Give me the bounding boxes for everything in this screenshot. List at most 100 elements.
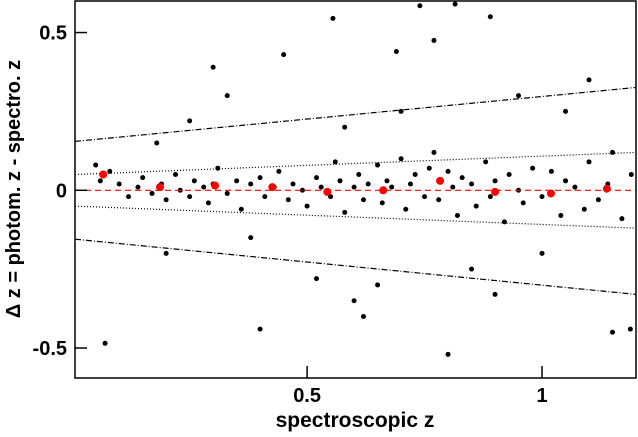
reference-line xyxy=(74,205,637,229)
data-point xyxy=(431,149,437,155)
data-point xyxy=(290,181,296,187)
reference-line xyxy=(74,151,637,176)
data-point xyxy=(530,165,536,171)
data-point xyxy=(163,197,169,203)
data-point xyxy=(445,168,451,174)
data-point xyxy=(224,93,230,99)
data-point xyxy=(586,159,592,165)
data-point xyxy=(398,156,404,162)
data-point xyxy=(351,184,357,190)
data-point xyxy=(140,175,146,181)
data-point xyxy=(539,250,545,256)
data-point xyxy=(491,187,500,196)
data-point xyxy=(116,181,122,187)
data-point xyxy=(563,108,569,114)
y-tick-label: 0 xyxy=(56,180,67,202)
data-point xyxy=(276,168,282,174)
data-point xyxy=(99,170,108,179)
data-point xyxy=(314,175,320,181)
data-point xyxy=(285,197,291,203)
data-point xyxy=(627,326,633,332)
data-point xyxy=(595,197,601,203)
data-point xyxy=(389,184,395,190)
data-point xyxy=(187,194,193,200)
data-point xyxy=(379,186,388,195)
data-point xyxy=(487,14,493,20)
data-point xyxy=(191,178,197,184)
data-point xyxy=(619,216,625,222)
data-point xyxy=(248,181,254,187)
data-point xyxy=(628,172,634,178)
x-tick-label: 0.5 xyxy=(293,385,321,407)
data-point xyxy=(558,213,564,219)
data-point xyxy=(224,190,230,196)
data-point xyxy=(262,194,268,200)
data-point xyxy=(337,178,343,184)
data-point xyxy=(506,172,512,178)
data-point xyxy=(426,165,432,171)
data-point xyxy=(610,329,616,335)
y-axis-label: Δ z = photom. z - spectro. z xyxy=(3,60,25,318)
data-point xyxy=(454,213,460,219)
data-point xyxy=(332,159,338,165)
data-point xyxy=(548,168,554,174)
data-point xyxy=(393,48,399,54)
data-point xyxy=(487,194,493,200)
reference-line xyxy=(74,238,637,295)
data-point xyxy=(330,15,336,21)
data-point xyxy=(351,298,357,304)
data-point xyxy=(412,172,418,178)
data-point xyxy=(417,3,423,9)
data-point xyxy=(610,149,616,155)
data-point xyxy=(365,181,371,187)
data-point xyxy=(581,206,587,212)
data-point xyxy=(342,209,348,215)
data-point xyxy=(459,175,465,181)
data-point xyxy=(384,178,390,184)
data-point xyxy=(469,181,475,187)
data-point xyxy=(469,266,475,272)
data-point xyxy=(154,140,160,146)
data-point xyxy=(356,172,362,178)
data-point xyxy=(205,200,211,206)
data-point xyxy=(539,194,545,200)
y-tick-label: 0.5 xyxy=(39,23,67,45)
data-point xyxy=(342,124,348,130)
data-point xyxy=(563,178,569,184)
data-point xyxy=(492,178,498,184)
data-point xyxy=(572,184,578,190)
data-point xyxy=(445,351,451,357)
data-point xyxy=(483,159,489,165)
data-point xyxy=(187,118,193,124)
y-tick-label: -0.5 xyxy=(33,338,67,360)
data-point xyxy=(516,93,522,99)
data-point xyxy=(97,178,103,184)
data-point xyxy=(328,194,334,200)
reference-line xyxy=(74,86,637,142)
data-point xyxy=(436,176,445,185)
data-point xyxy=(163,250,169,256)
data-point xyxy=(323,187,332,196)
data-point xyxy=(248,235,254,241)
data-point xyxy=(210,64,216,70)
data-point xyxy=(93,162,99,168)
data-point xyxy=(379,200,385,206)
data-point xyxy=(422,194,428,200)
x-tick-label: 1 xyxy=(536,385,547,407)
data-point xyxy=(281,52,287,58)
data-point xyxy=(473,203,479,209)
data-point xyxy=(211,181,220,190)
data-point xyxy=(234,178,240,184)
data-point xyxy=(257,175,263,181)
data-point xyxy=(149,190,155,196)
data-point xyxy=(318,184,324,190)
data-point xyxy=(304,203,310,209)
data-point xyxy=(201,184,207,190)
data-point xyxy=(398,108,404,114)
data-point xyxy=(452,1,458,7)
data-point xyxy=(156,183,165,192)
x-axis-label: spectroscopic z xyxy=(276,409,435,432)
data-point xyxy=(407,181,413,187)
data-point xyxy=(257,326,263,332)
